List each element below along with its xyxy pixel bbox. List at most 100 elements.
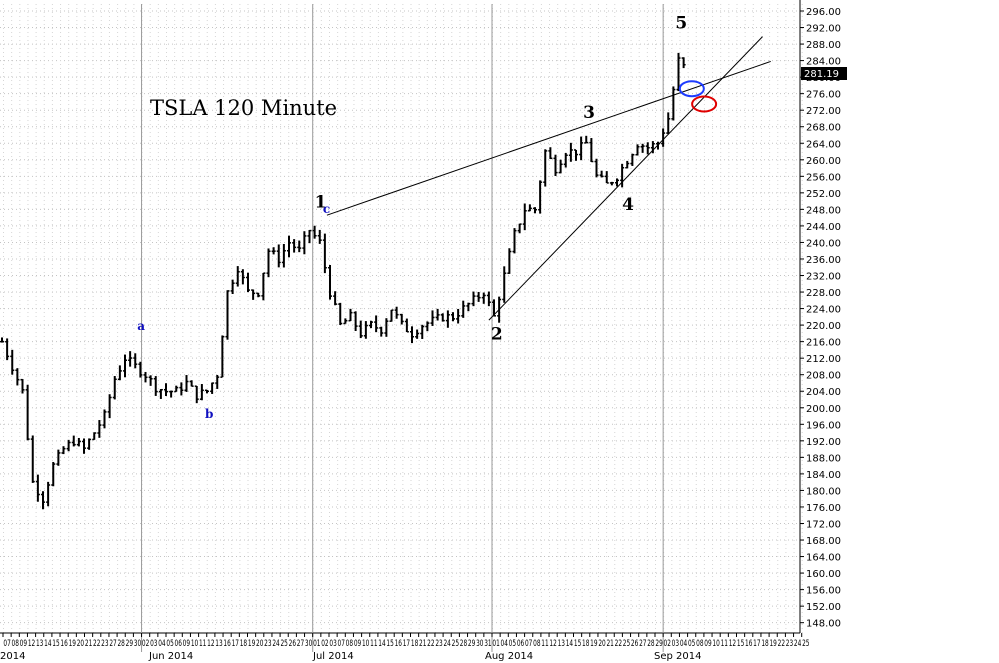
y-tick-label: 148.00 xyxy=(806,619,841,630)
x-day-label: 17 xyxy=(753,639,760,649)
x-day-label: 02 xyxy=(664,639,671,649)
x-day-label: 01 xyxy=(492,639,499,649)
x-day-label: 03 xyxy=(150,639,157,649)
x-day-label: 18 xyxy=(411,639,419,649)
price-bar xyxy=(369,320,373,329)
price-bar xyxy=(328,265,332,300)
x-day-label: 27 xyxy=(639,639,646,649)
x-day-label: 09 xyxy=(183,639,191,649)
price-bar xyxy=(51,461,56,487)
trendline-lower xyxy=(488,36,763,321)
price-bar xyxy=(558,159,563,174)
y-tick-label: 212.00 xyxy=(806,354,841,365)
x-day-label: 10 xyxy=(191,639,199,649)
x-day-label: 19 xyxy=(590,639,598,649)
price-bar xyxy=(138,361,143,378)
x-day-label: 02 xyxy=(142,639,149,649)
price-bar xyxy=(153,376,158,396)
price-bar xyxy=(148,375,153,386)
price-bar xyxy=(338,302,343,325)
price-bar xyxy=(589,138,594,163)
x-day-label: 22 xyxy=(615,639,622,649)
x-day-label: 15 xyxy=(386,639,393,649)
price-bar xyxy=(394,306,399,319)
price-bar xyxy=(466,302,471,312)
x-day-label: 20 xyxy=(77,639,85,649)
y-tick-label: 292.00 xyxy=(806,24,841,35)
price-bar xyxy=(425,321,430,332)
price-bar xyxy=(266,248,271,278)
x-day-label: 20 xyxy=(256,639,264,649)
price-bar xyxy=(661,128,666,147)
blue-target-ellipse xyxy=(678,80,705,98)
y-tick-label: 248.00 xyxy=(806,205,841,216)
x-day-label: 08 xyxy=(533,639,541,649)
wave-label: 2 xyxy=(491,325,503,345)
price-bar xyxy=(420,324,425,339)
x-day-label: 26 xyxy=(631,639,639,649)
x-day-label: 23 xyxy=(786,639,793,649)
y-tick-label: 260.00 xyxy=(806,156,841,167)
price-bar xyxy=(353,311,358,332)
x-day-label: 10 xyxy=(712,639,720,649)
x-day-label: 16 xyxy=(60,639,68,649)
price-bar xyxy=(112,376,117,400)
x-day-label: 24 xyxy=(794,639,802,649)
x-day-label: 08 xyxy=(12,639,20,649)
x-day-label: 09 xyxy=(704,639,712,649)
price-bar xyxy=(363,321,368,339)
x-month-label: 2014 xyxy=(0,651,25,662)
trendline-upper xyxy=(326,60,771,216)
x-day-label: 30 xyxy=(476,639,484,649)
price-bar xyxy=(507,248,512,274)
price-bar xyxy=(292,239,297,253)
wave-label: 4 xyxy=(622,195,634,215)
y-tick-label: 220.00 xyxy=(806,321,841,332)
x-day-label: 13 xyxy=(215,639,222,649)
price-bar xyxy=(174,385,179,393)
price-bar xyxy=(302,231,307,255)
price-bar xyxy=(5,338,10,361)
price-bar xyxy=(379,326,384,337)
price-bar xyxy=(440,313,445,322)
x-day-label: 28 xyxy=(117,639,125,649)
price-bar xyxy=(574,149,578,161)
price-bar xyxy=(230,279,235,295)
y-tick-label: 188.00 xyxy=(806,453,841,464)
price-bar xyxy=(76,437,81,447)
y-tick-label: 216.00 xyxy=(806,338,841,349)
y-tick-label: 184.00 xyxy=(806,470,841,481)
wave-label: 3 xyxy=(583,103,595,123)
x-day-label: 27 xyxy=(109,639,116,649)
price-bar xyxy=(164,383,168,397)
target-ellipses xyxy=(678,80,718,113)
wave-label: 1 xyxy=(315,192,327,212)
x-day-label: 08 xyxy=(696,639,704,649)
x-day-label: 06 xyxy=(517,639,525,649)
x-day-label: 18 xyxy=(582,639,590,649)
price-bar xyxy=(399,313,404,325)
x-day-label: 07 xyxy=(338,639,345,649)
price-bar xyxy=(625,160,630,169)
last-price-marker: 281.19 xyxy=(801,67,847,80)
price-bar xyxy=(25,384,30,441)
price-bar xyxy=(348,308,353,322)
price-bar xyxy=(461,300,466,318)
x-day-label: 06 xyxy=(175,639,183,649)
x-day-label: 14 xyxy=(378,639,386,649)
price-bar xyxy=(20,378,25,394)
wave-annotations: 1c 2 3 4 5 a b xyxy=(137,13,687,421)
x-day-label: 12 xyxy=(729,639,736,649)
price-bar xyxy=(666,112,671,134)
x-day-label: 05 xyxy=(509,639,516,649)
price-bar xyxy=(579,136,584,161)
chart-title: TSLA 120 Minute xyxy=(150,96,337,120)
price-bar xyxy=(133,353,138,369)
price-bar xyxy=(107,394,112,419)
price-bar xyxy=(404,318,409,333)
price-bar xyxy=(435,308,440,321)
price-bar xyxy=(568,142,573,162)
price-bar xyxy=(445,310,450,328)
price-bar xyxy=(10,349,15,375)
x-day-label: 04 xyxy=(501,639,509,649)
